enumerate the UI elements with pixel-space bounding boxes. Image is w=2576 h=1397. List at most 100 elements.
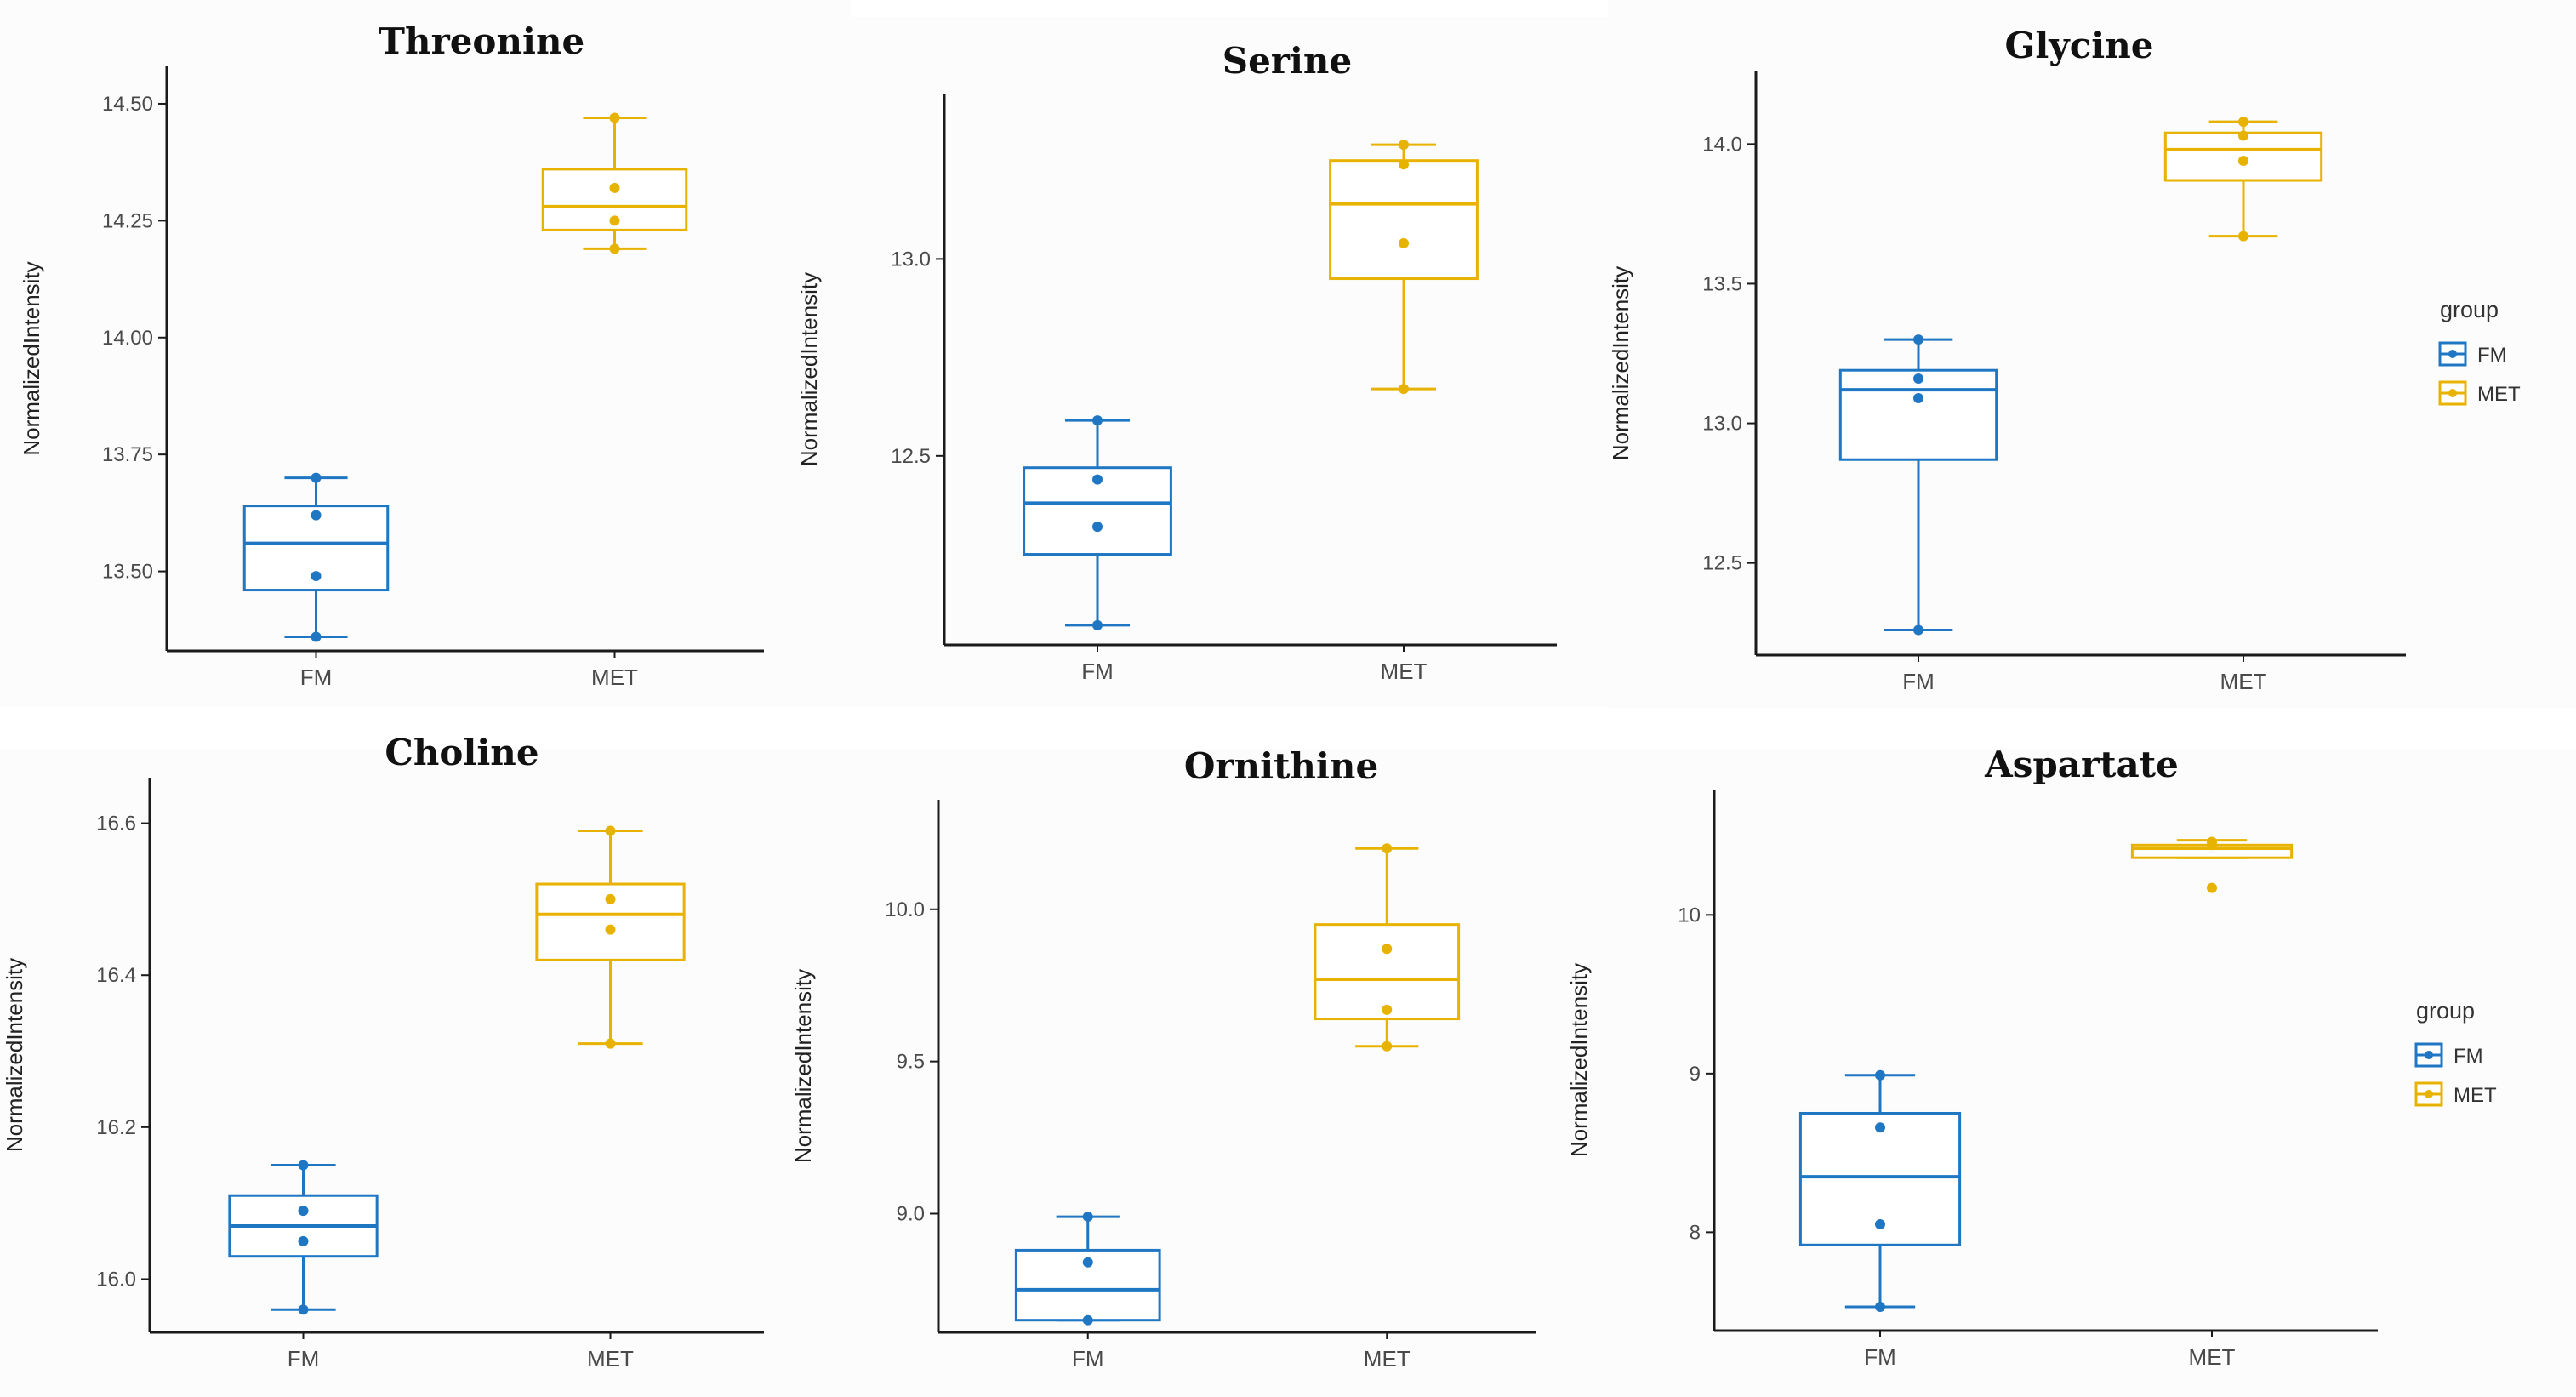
data-point [609,243,620,254]
legend-label-met: MET [2453,1084,2497,1107]
y-tick-label: 12.5 [1702,552,1742,575]
x-tick-label: MET [1381,659,1428,684]
panel-background [0,0,851,706]
panel-background [817,17,1616,706]
data-point [1875,1122,1885,1133]
x-tick-label: FM [1864,1344,1896,1370]
y-axis-label: NormalizedIntensity [1608,266,1633,460]
y-tick-label: 9.0 [897,1202,925,1225]
y-axis-label: NormalizedIntensity [790,969,816,1163]
y-tick-label: 9.5 [897,1051,925,1074]
data-point [311,472,322,483]
data-point [298,1160,309,1171]
data-point [1092,619,1103,630]
chart-title: Choline [385,732,539,773]
y-tick-label: 14.00 [102,327,153,350]
data-point [609,215,620,226]
data-point [2238,117,2248,128]
x-tick-label: MET [587,1346,634,1371]
x-tick-label: MET [2189,1344,2236,1370]
data-point [1382,843,1393,854]
y-tick-label: 16.6 [96,813,136,835]
x-tick-label: FM [1902,669,1935,694]
data-point [1082,1314,1093,1326]
y-tick-label: 14.50 [102,93,153,116]
y-axis-label: NormalizedIntensity [1566,963,1592,1157]
data-point [1399,237,1409,248]
data-point [1875,1069,1885,1081]
legend-label-fm: FM [2477,344,2507,367]
data-point [605,924,616,935]
data-point [1092,474,1103,485]
data-point [1382,1004,1393,1015]
data-point [2238,231,2248,242]
panel-background [1608,0,2576,708]
data-point [1399,140,1409,151]
data-point [609,112,620,123]
chart-title: Aspartate [1984,744,2179,785]
y-tick-label: 16.0 [96,1268,136,1291]
chart-title: Ornithine [1184,745,1378,787]
y-tick-label: 9 [1690,1063,1701,1086]
y-axis-label: NormalizedIntensity [19,261,44,455]
y-tick-label: 13.50 [102,561,153,584]
data-point [1913,393,1923,404]
legend-key-point [2448,350,2457,358]
x-tick-label: FM [288,1346,320,1371]
legend-key-point [2425,1051,2433,1059]
y-tick-label: 14.25 [102,209,153,232]
x-tick-label: MET [591,664,638,690]
data-point [298,1304,309,1315]
panel-background [817,749,1616,1397]
data-point [298,1235,309,1246]
data-point [1399,159,1409,170]
box-met [1314,923,1461,1021]
data-point [605,893,616,904]
data-point [311,510,322,521]
data-point [2207,882,2217,893]
x-tick-label: FM [1072,1346,1104,1371]
data-point [1913,373,1923,385]
legend-label-fm: FM [2453,1045,2483,1068]
legend-key-point [2448,389,2457,397]
y-tick-label: 8 [1690,1221,1701,1244]
data-point [1082,1212,1093,1223]
data-point [2238,130,2248,141]
chart-title: Glycine [2004,25,2153,66]
data-point [1092,415,1103,426]
data-point [1875,1219,1885,1230]
x-tick-label: FM [1081,659,1114,684]
y-axis-label: NormalizedIntensity [2,958,27,1152]
chart-title: Serine [1222,40,1352,82]
data-point [1913,624,1923,636]
data-point [1382,944,1393,955]
box-fm [1838,368,1998,461]
data-point [609,182,620,193]
y-tick-label: 13.5 [1702,272,1742,295]
data-point [605,825,616,836]
data-point [1399,384,1409,395]
y-tick-label: 13.0 [891,248,931,271]
y-tick-label: 16.4 [96,964,136,987]
y-tick-label: 13.75 [102,443,153,466]
data-point [1875,1302,1885,1313]
data-point [298,1206,309,1217]
y-tick-label: 16.2 [96,1116,136,1139]
panel-background [1608,749,2576,1397]
y-tick-label: 12.5 [891,445,931,468]
legend-title: group [2416,998,2475,1024]
data-point [605,1038,616,1049]
box-met [1329,159,1479,281]
panel-background [0,749,851,1397]
data-point [2207,836,2217,847]
data-point [1382,1041,1393,1052]
x-tick-label: FM [300,664,333,690]
y-tick-label: 14.0 [1702,133,1742,156]
y-tick-label: 10.0 [885,898,925,921]
data-point [1913,334,1923,345]
y-tick-label: 10 [1678,904,1701,927]
data-point [1082,1257,1093,1268]
x-tick-label: MET [1364,1346,1411,1371]
legend-title: group [2440,297,2499,322]
legend-key-point [2425,1090,2433,1098]
